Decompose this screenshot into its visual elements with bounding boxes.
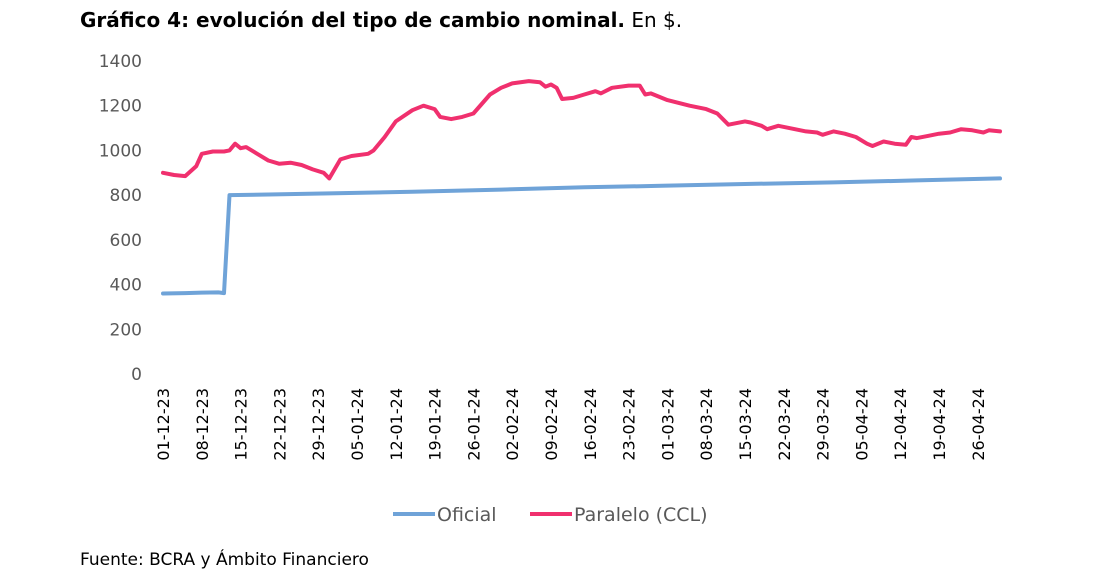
x-tick-label: 29-03-24 bbox=[814, 388, 833, 461]
x-tick-label: 26-01-24 bbox=[464, 388, 483, 461]
y-tick-label: 200 bbox=[110, 320, 142, 340]
x-tick-label: 05-04-24 bbox=[852, 388, 871, 461]
x-tick-label: 01-03-24 bbox=[658, 388, 677, 461]
chart-title: Gráfico 4: evolución del tipo de cambio … bbox=[80, 8, 682, 32]
x-tick-label: 02-02-24 bbox=[503, 388, 522, 461]
series-line-paralelo-ccl bbox=[161, 79, 1002, 181]
chart-title-bold: Gráfico 4: evolución del tipo de cambio … bbox=[80, 8, 626, 32]
x-tick-label: 05-01-24 bbox=[348, 388, 367, 461]
y-tick-label: 0 bbox=[131, 365, 142, 385]
x-tick-label: 12-01-24 bbox=[387, 388, 406, 461]
x-tick-label: 15-12-23 bbox=[232, 388, 251, 461]
x-tick-label: 22-12-23 bbox=[270, 388, 289, 461]
x-tick-label: 19-01-24 bbox=[426, 388, 445, 461]
y-tick-label: 1400 bbox=[99, 52, 142, 72]
legend: Oficial Paralelo (CCL) bbox=[393, 504, 708, 526]
x-tick-label: 08-12-23 bbox=[193, 388, 212, 461]
x-tick-label: 26-04-24 bbox=[969, 388, 988, 461]
x-tick-label: 08-03-24 bbox=[697, 388, 716, 461]
legend-label: Paralelo (CCL) bbox=[574, 504, 708, 526]
legend-label: Oficial bbox=[437, 504, 497, 526]
x-tick-label: 09-02-24 bbox=[542, 388, 561, 461]
series-line-oficial bbox=[161, 176, 1002, 296]
chart-title-unit: En $. bbox=[631, 8, 683, 32]
x-tick-label: 22-03-24 bbox=[775, 388, 794, 461]
x-tick-label: 29-12-23 bbox=[309, 388, 328, 461]
y-tick-label: 1200 bbox=[99, 97, 142, 117]
y-tick-label: 800 bbox=[110, 186, 142, 206]
y-tick-label: 600 bbox=[110, 231, 142, 251]
x-tick-label: 12-04-24 bbox=[891, 388, 910, 461]
x-tick-label: 23-02-24 bbox=[620, 388, 639, 461]
line-chart: 0 200 400 600 800 1000 1200 1400 01-12-23 08-12-… bbox=[99, 52, 1002, 526]
x-tick-label: 15-03-24 bbox=[736, 388, 755, 461]
x-axis: 01-12-23 08-12-23 15-12-23 22-12-23 29-12-23… bbox=[154, 388, 988, 461]
y-tick-label: 1000 bbox=[99, 141, 142, 161]
source-note: Fuente: BCRA y Ámbito Financiero bbox=[80, 550, 369, 570]
series-layer bbox=[161, 79, 1002, 296]
x-tick-label: 19-04-24 bbox=[930, 388, 949, 461]
y-axis: 0 200 400 600 800 1000 1200 1400 bbox=[99, 52, 142, 385]
x-tick-label: 01-12-23 bbox=[154, 388, 173, 461]
x-tick-label: 16-02-24 bbox=[581, 388, 600, 461]
y-tick-label: 400 bbox=[110, 276, 142, 296]
